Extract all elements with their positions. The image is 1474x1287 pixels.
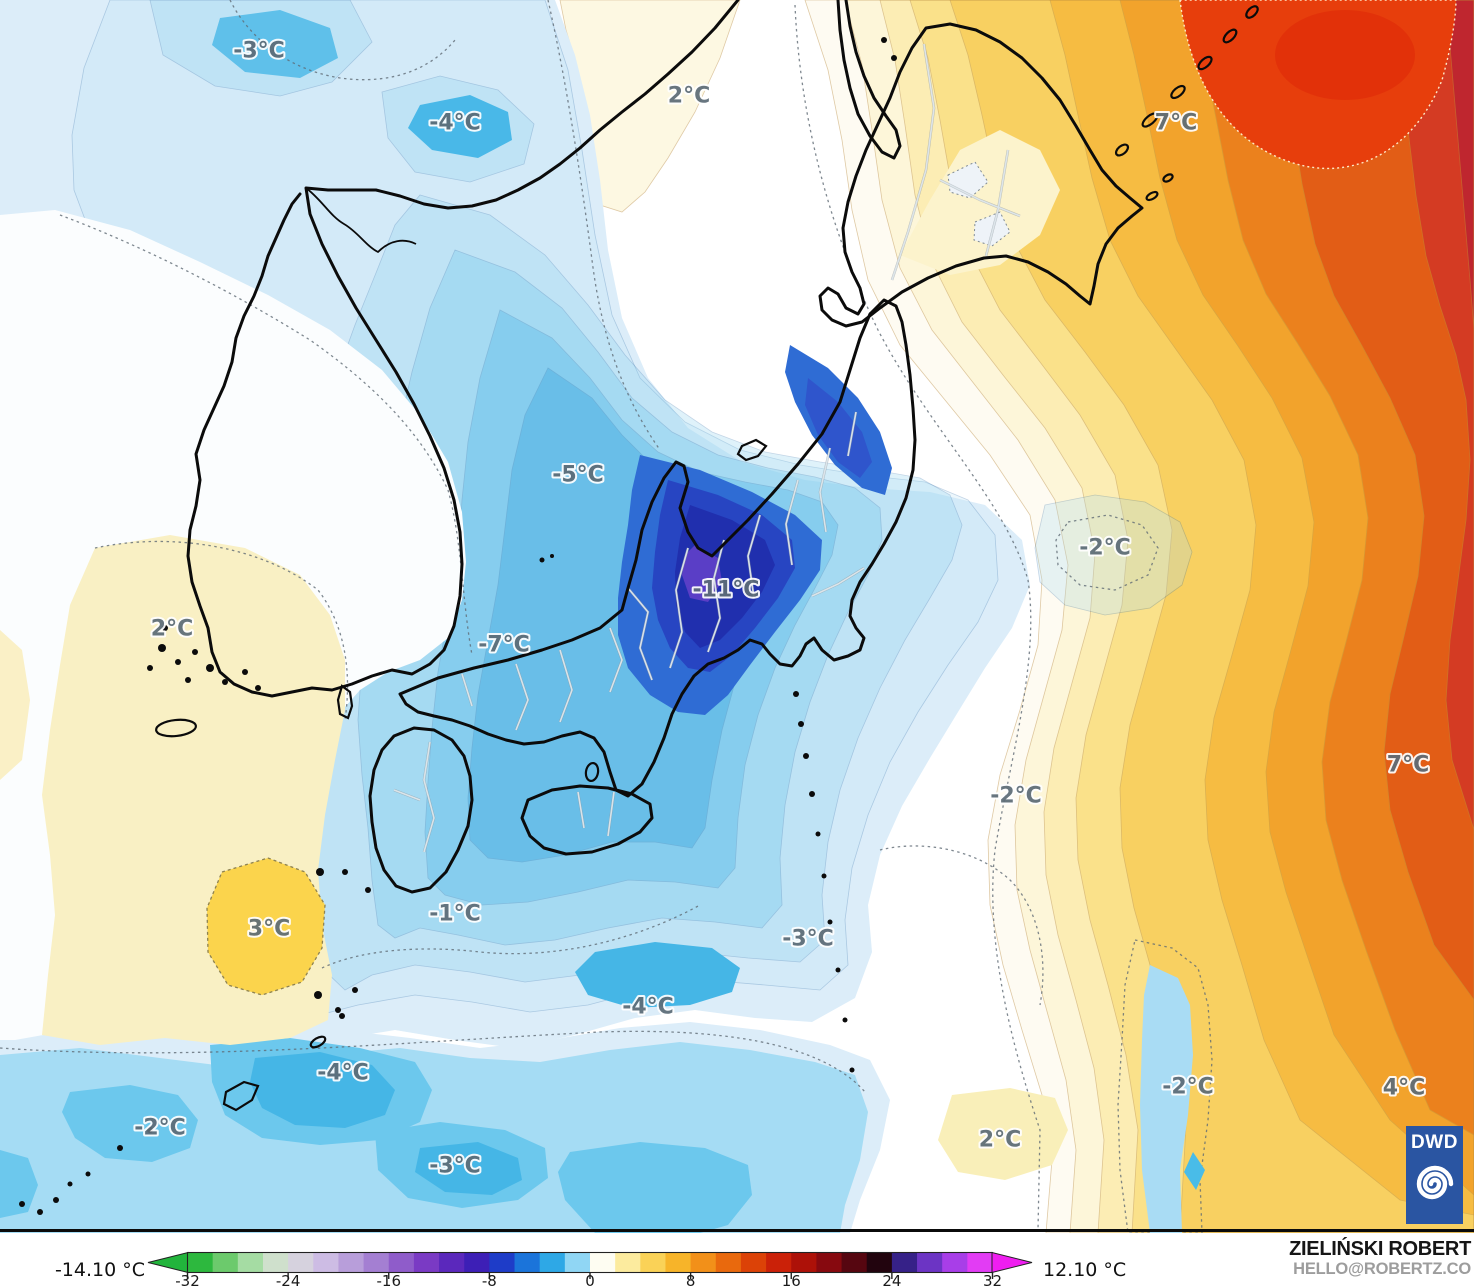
scale-left-arrow: [147, 1251, 189, 1274]
warm-patch-2c: [938, 1088, 1068, 1180]
scale-segment: [866, 1252, 893, 1273]
temperature-anomaly-map: -3°C -4°C 2°C 7°C -5°C -2°C -11°C -7°C 2°C -2°C 7°…: [0, 0, 1474, 1233]
warm-gradient-region: [804, 0, 1474, 1233]
prefecture-borders: [393, 43, 1021, 853]
scale-segment: [439, 1252, 465, 1273]
scale-segment: [766, 1252, 792, 1273]
scale-segment: [640, 1252, 667, 1273]
scale-segment: [590, 1252, 616, 1273]
scale-tick-label: 32: [983, 1272, 1002, 1287]
scale-segment: [740, 1252, 767, 1273]
temp-label: 4°C: [1383, 1076, 1425, 1101]
temp-label: -2°C: [1162, 1075, 1214, 1100]
scale-segment: [187, 1252, 214, 1273]
scale-segment: [388, 1252, 415, 1273]
temp-label: -4°C: [317, 1061, 369, 1086]
temp-label: -4°C: [429, 111, 481, 136]
scale-segment: [942, 1252, 968, 1273]
map-canvas: -3°C -4°C 2°C 7°C -5°C -2°C -11°C -7°C 2°C -2°C 7°…: [0, 0, 1474, 1233]
scale-ticks: -32 -24 -16 -8 0 8 16 24 32: [175, 1272, 1002, 1287]
korea-neutral-region: [0, 210, 466, 1045]
hot-spot-core: [1275, 10, 1415, 100]
scale-segment: [489, 1252, 516, 1273]
scale-segment: [313, 1252, 340, 1273]
scale-segment: [715, 1252, 742, 1273]
scale-segment: [288, 1252, 314, 1273]
warm-blob-3c: [206, 857, 326, 996]
temp-label: -7°C: [478, 633, 530, 658]
scale-segment: [615, 1252, 641, 1273]
scale-tick-label: 0: [585, 1272, 595, 1287]
cool-strip: [1117, 939, 1213, 1233]
temp-label: -3°C: [233, 39, 285, 64]
author-name: ZIELIŃSKI ROBERT: [1289, 1238, 1471, 1260]
scale-segment: [413, 1252, 440, 1273]
scale-segment: [841, 1252, 868, 1273]
jeju-island: [154, 718, 198, 738]
author-email: HELLO@ROBERTZ.CO: [1293, 1260, 1471, 1279]
temp-label: 2°C: [979, 1128, 1021, 1153]
scale-segment: [262, 1252, 289, 1273]
temp-label: 7°C: [1387, 753, 1429, 778]
temp-label: -3°C: [429, 1154, 481, 1179]
scale-segment: [917, 1252, 943, 1273]
scale-segment: [539, 1252, 566, 1273]
scale-tick-label: -24: [276, 1272, 301, 1287]
dwd-logo-text: DWD: [1411, 1132, 1458, 1153]
scale-segment: [212, 1252, 239, 1273]
scale-segment: [363, 1252, 390, 1273]
scale-segment: [237, 1252, 264, 1273]
temp-label: -3°C: [782, 927, 834, 952]
scale-segment: [816, 1252, 843, 1273]
scale-tick-label: -8: [482, 1272, 497, 1287]
dwd-spiral-icon: [1416, 1165, 1453, 1200]
scale-right-arrow: [991, 1251, 1033, 1274]
dwd-logo: DWD: [1406, 1126, 1463, 1224]
scale-segment: [891, 1252, 918, 1273]
scale-segment: [690, 1252, 717, 1273]
color-scale: -14.10 °C -32 -24 -16 -8 0 8 16 24 32 12.10 °C: [55, 1251, 1126, 1287]
scale-segment: [791, 1252, 818, 1273]
scale-max-label: 12.10 °C: [1043, 1259, 1126, 1281]
color-scale-footer: -14.10 °C -32 -24 -16 -8 0 8 16 24 32 12.10 °C: [0, 1233, 1474, 1287]
temp-label: 3°C: [248, 917, 290, 942]
scale-segment: [464, 1252, 490, 1273]
temperature-labels: -3°C -4°C 2°C 7°C -5°C -2°C -11°C -7°C 2°C -2°C 7°…: [132, 37, 1431, 1181]
scale-tick-label: -16: [377, 1272, 402, 1287]
attribution: ZIELIŃSKI ROBERT HELLO@ROBERTZ.CO: [1289, 1238, 1471, 1279]
scale-tick-label: 16: [782, 1272, 801, 1287]
temp-label: -2°C: [1079, 536, 1131, 561]
map-bottom-border: [0, 1229, 1474, 1232]
okinawa-island: [222, 1080, 260, 1112]
hokkaido-interior: [900, 130, 1068, 1180]
temp-label: 2°C: [668, 84, 710, 109]
temp-label: -11°C: [693, 578, 760, 603]
temp-label: -5°C: [552, 463, 604, 488]
temp-label: -1°C: [429, 902, 481, 927]
scale-tick-label: 8: [686, 1272, 696, 1287]
scale-segment: [564, 1252, 591, 1273]
temp-label: -4°C: [622, 995, 674, 1020]
temp-label: 7°C: [1155, 111, 1197, 136]
temp-label: 2°C: [151, 617, 193, 642]
temp-label: -2°C: [134, 1116, 186, 1141]
temp-label: -2°C: [990, 784, 1042, 809]
scale-segment: [514, 1252, 541, 1273]
scale-tick-label: 24: [882, 1272, 901, 1287]
contour-lines: [0, 0, 1044, 1231]
scale-segment: [338, 1252, 365, 1273]
scale-segment: [665, 1252, 692, 1273]
coastlines: [19, 0, 1259, 1215]
scale-tick-label: -32: [175, 1272, 200, 1287]
scale-segment: [967, 1252, 994, 1273]
scale-min-label: -14.10 °C: [55, 1259, 145, 1281]
scale-segments: [187, 1252, 994, 1273]
